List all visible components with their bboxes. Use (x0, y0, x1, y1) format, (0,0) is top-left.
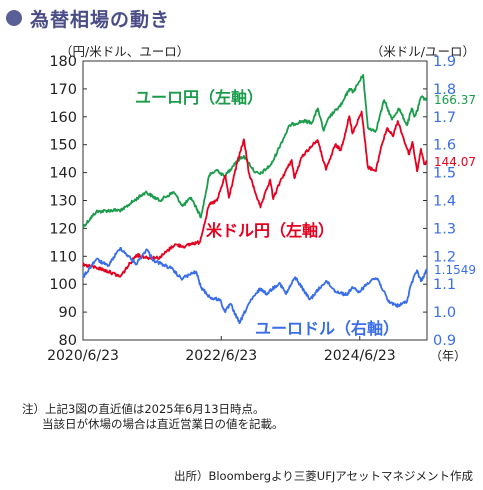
last-value-usdjpy-line: 144.07 (434, 155, 476, 169)
source-note: 出所）Bloombergより三菱UFJアセットマネジメント作成 (173, 469, 473, 483)
right-tick-label: 1.9 (433, 54, 456, 70)
right-axis-unit: （米ドル/ユーロ） (370, 44, 475, 59)
left-tick-label: 90 (59, 305, 77, 321)
right-tick-label: 1.5 (433, 166, 456, 182)
series-label-usdjpy-line: 米ドル円（左軸） (206, 221, 334, 240)
title-bullet-icon (6, 10, 22, 26)
last-value-eurjpy-line: 166.37 (434, 93, 476, 107)
right-tick-label: 1.6 (433, 138, 456, 154)
right-tick-label: 1.4 (433, 194, 456, 210)
series-label-eurjpy-line: ユーロ円（左軸） (135, 88, 263, 107)
last-value-eurusd-line: 1.1549 (434, 263, 476, 277)
footnote-line-2: 当該日が休場の場合は直近営業日の値を記載。 (42, 417, 284, 431)
right-tick-label: 1.2 (433, 249, 456, 265)
left-tick-label: 140 (49, 166, 77, 182)
title-row: 為替相場の動き (6, 6, 171, 31)
right-tick-label: 1.8 (433, 82, 456, 98)
left-tick-label: 180 (49, 54, 77, 70)
footnote: 注）上記3図の直近値は2025年6月13日時点。 当該日が休場の場合は直近営業日… (22, 402, 284, 432)
x-tick-label: 2024/6/23 (324, 348, 396, 364)
right-tick-label: 1.0 (433, 305, 456, 321)
right-tick-label: 1.3 (433, 221, 456, 237)
right-tick-label: 0.9 (433, 333, 456, 349)
left-tick-label: 170 (49, 82, 77, 98)
x-tick-label: 2022/6/23 (185, 348, 257, 364)
fx-chart: 80 90 100 110 120 130 140 150 160 170 180 0.9 1.0 1.1… (47, 54, 476, 364)
left-tick-label: 130 (49, 194, 77, 210)
left-tick-label: 160 (49, 110, 77, 126)
series-label-eurusd-line: ユーロドル（右軸） (255, 319, 399, 338)
eurusd-line (82, 247, 428, 325)
left-tick-label: 120 (49, 221, 77, 237)
left-axis-unit: （円/米ドル、ユーロ） (60, 44, 190, 59)
footnote-line-1: 注）上記3図の直近値は2025年6月13日時点。 (22, 402, 265, 416)
left-tick-label: 100 (49, 277, 77, 293)
page-title: 為替相場の動き (30, 8, 171, 31)
right-tick-label: 1.1 (433, 277, 456, 293)
x-axis-unit: （年） (430, 349, 466, 363)
left-tick-label: 110 (49, 249, 77, 265)
eurjpy-line (82, 74, 428, 228)
x-tick-label: 2020/6/23 (47, 348, 119, 364)
usdjpy-line (82, 110, 428, 278)
left-tick-label: 80 (59, 333, 77, 349)
left-tick-label: 150 (49, 138, 77, 154)
right-tick-label: 1.7 (433, 110, 456, 126)
